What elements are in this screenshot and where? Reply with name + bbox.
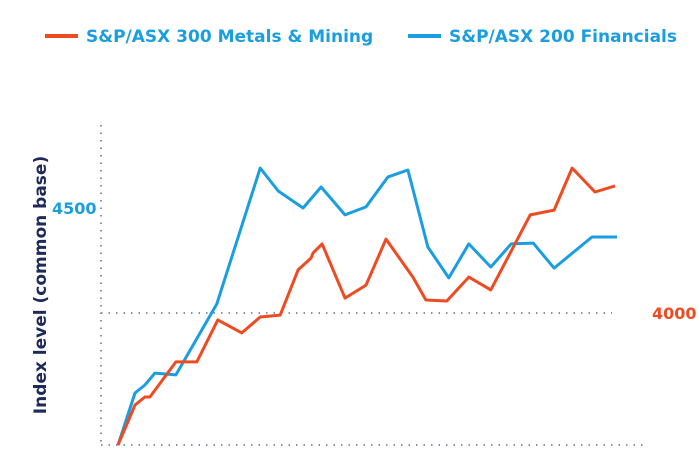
series-line-financials — [116, 166, 617, 446]
series-line-metals-mining — [116, 166, 616, 446]
y-tick-4500: 4500 — [52, 199, 97, 218]
y-axis-label: Index level (common base) — [31, 156, 51, 414]
gridlines — [100, 125, 648, 446]
y-tick-4000: 4000 — [652, 304, 697, 323]
legend-label-metals-mining: S&P/ASX 300 Metals & Mining — [86, 27, 373, 47]
legend: S&P/ASX 300 Metals & Mining S&P/ASX 200 … — [45, 27, 677, 47]
legend-label-financials: S&P/ASX 200 Financials — [449, 27, 677, 47]
series-layer — [116, 166, 617, 446]
